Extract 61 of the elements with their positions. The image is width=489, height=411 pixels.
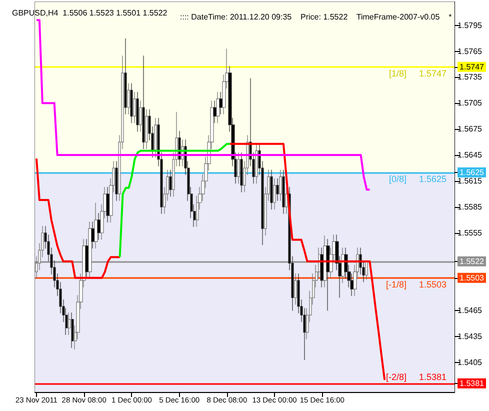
- candlestick: [106, 186, 110, 223]
- candlestick: [240, 152, 243, 193]
- candlestick: [94, 202, 98, 249]
- candlestick: [273, 178, 276, 210]
- candlestick: [282, 169, 285, 214]
- line-series: [118, 142, 231, 258]
- candlestick: [219, 92, 223, 115]
- candlestick: [85, 238, 89, 280]
- candlestick: [237, 152, 240, 184]
- candlestick: [68, 312, 71, 336]
- candlestick: [294, 273, 297, 305]
- candlestick: [365, 260, 368, 280]
- candlestick: [154, 118, 157, 158]
- candlestick: [341, 247, 345, 284]
- y-tick-label: 1.5625: [460, 168, 485, 177]
- candlestick: [279, 169, 282, 202]
- candlestick: [216, 92, 220, 124]
- candlestick: [169, 169, 172, 197]
- y-tick-label: 1.5765: [458, 46, 483, 56]
- y-tick-label: 1.5795: [458, 20, 483, 30]
- candlestick: [71, 312, 74, 348]
- y-tick-label: 1.5645: [458, 150, 483, 160]
- candlestick: [326, 238, 330, 312]
- candlestick: [276, 178, 279, 202]
- y-tick-label: 1.5503: [460, 273, 485, 282]
- y-tick-label: 1.5735: [458, 72, 483, 82]
- y-tick-label: 1.5555: [458, 228, 483, 238]
- line-series: [35, 19, 371, 191]
- candlestick: [130, 82, 133, 124]
- candlestick: [213, 100, 217, 124]
- ref-line-label: [-1/8] 1.5503: [386, 279, 447, 290]
- y-tick-label: 1.5675: [458, 124, 483, 134]
- candlestick: [139, 100, 142, 132]
- candlestick: [91, 221, 95, 249]
- candlestick: [97, 212, 101, 240]
- candlestick: [255, 144, 258, 184]
- ref-line-label: [1/8] 1.5747: [388, 68, 447, 78]
- ref-line-label: [-2/8] 1.5381: [386, 372, 447, 382]
- y-tick-label: 1.5435: [458, 332, 483, 342]
- candlestick: [124, 38, 127, 115]
- candlestick: [142, 55, 145, 150]
- candlestick: [323, 235, 327, 288]
- candlestick: [270, 169, 273, 210]
- y-tick-label: 1.5405: [458, 358, 483, 368]
- text: GBPUSD,H4 1.5506 1.5523 1.5501 1.5522: [12, 8, 168, 18]
- candlestick: [145, 108, 148, 150]
- y-tick-label: 1.5705: [458, 98, 483, 108]
- candlestick: [133, 92, 136, 124]
- candlestick: [136, 92, 139, 132]
- annotation: :::: DateTime: 2011.12.20 09:35 Price: 1.5522 TimeFrame-2007-v0.05 *: [180, 12, 452, 22]
- candlestick: [115, 160, 118, 202]
- y-tick-label: 1.5381: [460, 378, 485, 388]
- candlestick: [127, 82, 130, 115]
- candlestick: [285, 186, 288, 214]
- y-tick-label: 1.5615: [458, 176, 483, 186]
- y-tick-label: 1.5585: [458, 202, 483, 212]
- y-tick-label: 1.5465: [458, 306, 483, 316]
- y-tick-label: 1.5522: [460, 256, 485, 266]
- ref-line-label: [0/8] 1.5625: [388, 174, 447, 184]
- y-tick-label: 1.5747: [460, 62, 485, 72]
- candlestick: [88, 221, 92, 280]
